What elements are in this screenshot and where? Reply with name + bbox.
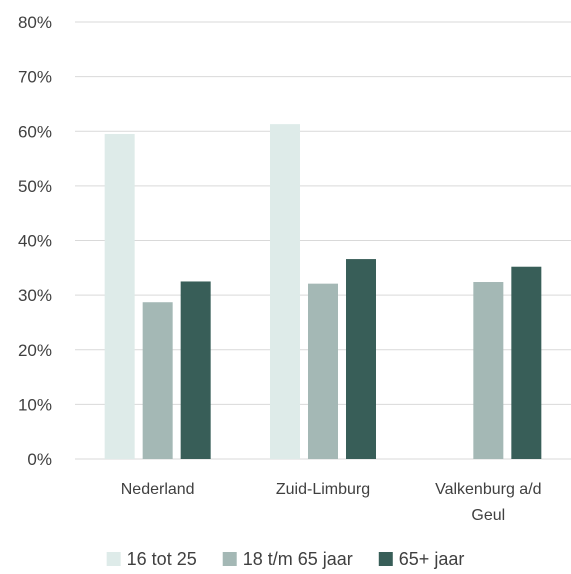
legend-swatch-1	[106, 552, 121, 566]
bar-series-3-valkenburg-a-d-geul	[511, 266, 542, 459]
bar-series-2-valkenburg-a-d-geul	[473, 282, 504, 459]
y-tick-label: 0%	[27, 450, 52, 469]
legend: 16 tot 25 18 t/m 65 jaar 65+ jaar	[106, 549, 465, 569]
bars	[104, 124, 542, 460]
legend-swatch-2	[222, 552, 237, 566]
y-tick-label: 30%	[18, 286, 52, 305]
y-tick-label: 40%	[18, 232, 52, 251]
legend-swatch-3	[378, 552, 393, 566]
legend-label-3: 65+ jaar	[399, 549, 465, 569]
y-axis-tick-labels: 0% 10% 20% 30% 40% 50% 60% 70% 80%	[18, 13, 52, 469]
bar-series-3-zuid-limburg	[346, 259, 376, 459]
category-label: Zuid-Limburg	[276, 481, 370, 498]
category-label: Nederland	[121, 481, 195, 498]
bar-series-2-zuid-limburg	[308, 283, 338, 459]
y-tick-label: 70%	[18, 68, 52, 87]
x-axis-category-labels: Nederland Zuid-Limburg Valkenburg a/d Geul	[121, 481, 542, 524]
bar-series-3-nederland	[180, 281, 211, 459]
y-tick-label: 60%	[18, 122, 52, 141]
bar-series-1-zuid-limburg	[270, 124, 300, 460]
category-label: Valkenburg a/d Geul	[435, 481, 541, 524]
legend-label-1: 16 tot 25	[127, 549, 197, 569]
y-tick-label: 10%	[18, 395, 52, 414]
legend-label-2: 18 t/m 65 jaar	[243, 549, 353, 569]
y-tick-label: 50%	[18, 177, 52, 196]
bar-series-2-nederland	[142, 302, 173, 459]
y-tick-label: 20%	[18, 341, 52, 360]
bar-series-1-nederland	[104, 133, 135, 459]
y-tick-label: 80%	[18, 13, 52, 32]
